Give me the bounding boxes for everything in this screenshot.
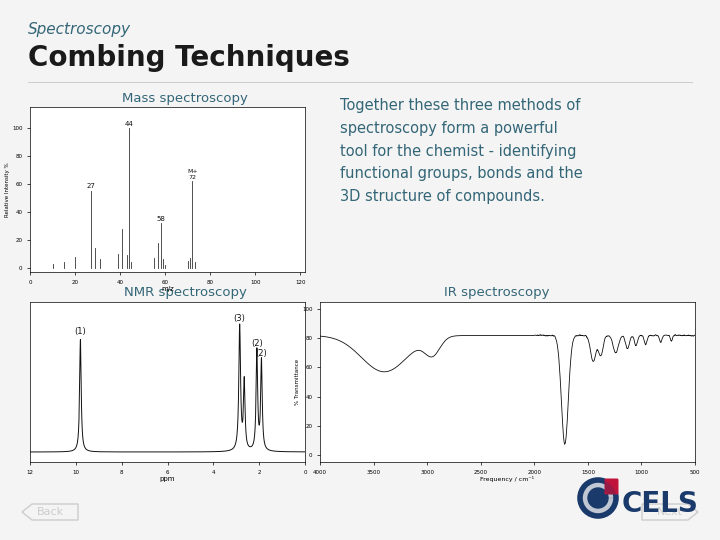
Text: CELS: CELS xyxy=(622,490,699,518)
X-axis label: ppm: ppm xyxy=(160,476,175,482)
Text: 44: 44 xyxy=(125,120,133,126)
Text: Together these three methods of
spectroscopy form a powerful
tool for the chemis: Together these three methods of spectros… xyxy=(340,98,582,204)
Text: (2): (2) xyxy=(256,349,267,358)
Text: Mass spectroscopy: Mass spectroscopy xyxy=(122,92,248,105)
Text: Combing Techniques: Combing Techniques xyxy=(28,44,350,72)
Text: M+
72: M+ 72 xyxy=(187,169,197,180)
Text: Spectroscopy: Spectroscopy xyxy=(28,22,131,37)
FancyBboxPatch shape xyxy=(605,478,618,495)
Text: (3): (3) xyxy=(234,314,246,323)
Text: (2): (2) xyxy=(251,339,263,348)
Y-axis label: Relative Intensity %: Relative Intensity % xyxy=(6,162,11,217)
Text: (1): (1) xyxy=(75,327,86,336)
Text: 27: 27 xyxy=(86,184,95,190)
Text: Back: Back xyxy=(37,507,63,517)
Text: 58: 58 xyxy=(156,215,165,221)
Y-axis label: % Transmittance: % Transmittance xyxy=(295,359,300,405)
X-axis label: Frequency / cm⁻¹: Frequency / cm⁻¹ xyxy=(480,476,534,482)
Circle shape xyxy=(588,488,608,508)
X-axis label: m/z: m/z xyxy=(161,286,174,292)
Text: IR spectroscopy: IR spectroscopy xyxy=(444,286,550,299)
Text: NMR spectroscopy: NMR spectroscopy xyxy=(124,286,246,299)
Text: Next: Next xyxy=(657,507,683,517)
